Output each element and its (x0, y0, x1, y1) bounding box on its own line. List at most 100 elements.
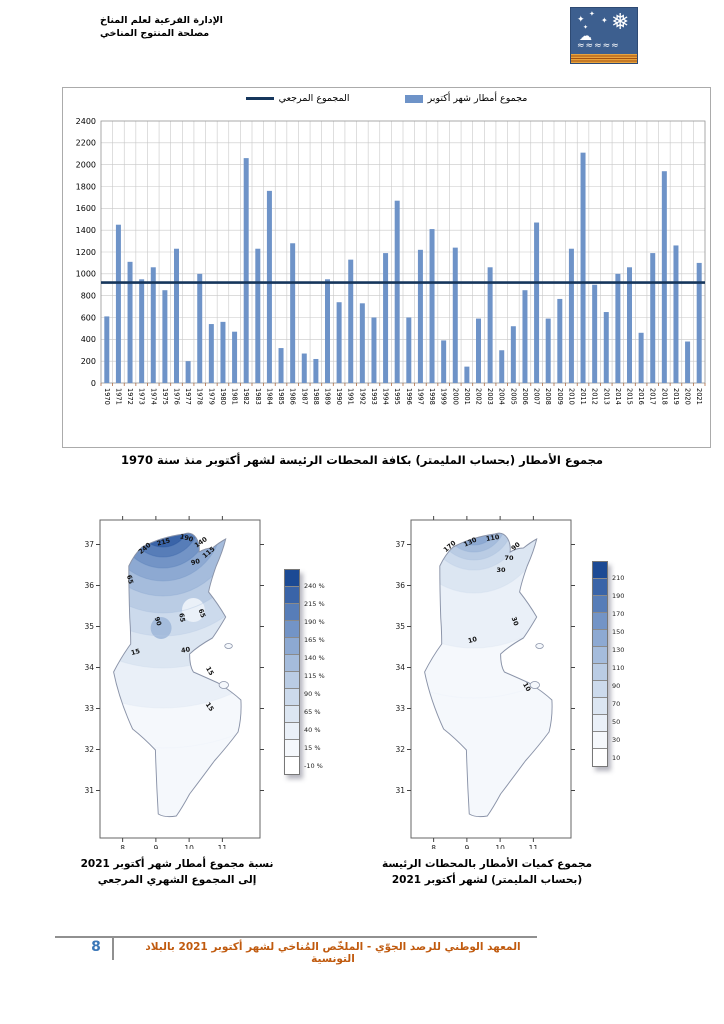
footer-rule (55, 936, 537, 938)
bar-1981 (232, 331, 238, 383)
star-icon: ✦ (583, 24, 589, 31)
colorbar-cell (285, 570, 299, 587)
colorbar-cell (593, 732, 607, 749)
bar-2006 (522, 290, 528, 383)
reference-line-swatch (245, 97, 274, 100)
amount-map-caption-line1: مجموع كميات الأمطار بالمحطات الرئيسة (381, 858, 593, 870)
year-label: 1975 (161, 388, 169, 405)
bars-group (104, 152, 702, 383)
bar-chart-plot: 0 200 400 600 800 1000 1200 1400 1600 1800 2000 220… (65, 107, 710, 449)
bar-1986 (290, 243, 296, 383)
y-tick-label: 2400 (76, 117, 96, 126)
bar-1983 (255, 248, 261, 383)
amount-map-caption: مجموع كميات الأمطار بالمحطات الرئيسة (بح… (372, 856, 602, 888)
contour-label: 40 (181, 645, 192, 655)
bar-2021 (696, 262, 702, 383)
year-label: 2005 (509, 388, 517, 405)
colorbar-cell (593, 579, 607, 596)
bar-1974 (150, 267, 156, 383)
year-label: 2020 (684, 388, 692, 405)
chart-legend: مجموع أمطار شهر أكتوبر المجموع المرجعي (63, 93, 710, 104)
colorbar-cell (285, 587, 299, 604)
contour-label: 110 (485, 533, 500, 543)
bar-2001 (464, 366, 470, 383)
colorbar-cell (285, 723, 299, 740)
bar-1980 (220, 321, 226, 383)
amount-map-caption-line2: (بحساب المليمتر) لشهر أكتوبر 2021 (391, 874, 583, 886)
colorbar-label: 30 (612, 736, 621, 744)
reference-line-label: المجموع المرجعي (278, 93, 350, 104)
colorbar-label: 140 % (304, 654, 325, 662)
colorbar-label: 70 (612, 700, 621, 708)
star-icon: ✦ (601, 16, 608, 25)
x-axis-ticks (100, 383, 706, 386)
y-tick-label: 1400 (76, 226, 96, 235)
lat-tick-label: 35 (84, 622, 94, 631)
bar-1999 (441, 340, 447, 383)
colorbar-label: 90 % (304, 690, 321, 698)
year-label: 2017 (649, 388, 657, 405)
bar-2018 (661, 171, 667, 383)
lat-tick-label: 31 (84, 786, 94, 795)
percent-map-caption: نسبة مجموع أمطار شهر أكتوبر 2021 إلى الم… (62, 856, 292, 888)
y-tick-label: 600 (81, 313, 96, 322)
country-outline (424, 532, 553, 818)
lat-tick-label: 34 (84, 663, 94, 672)
lat-tick-label: 32 (84, 745, 94, 754)
legend-item-bars: مجموع أمطار شهر أكتوبر (404, 93, 527, 104)
grid-lines (100, 120, 706, 384)
year-label: 2006 (521, 388, 529, 405)
snowflake-icon: ❅ (611, 10, 630, 35)
bar-2019 (673, 245, 679, 383)
bar-1995 (394, 200, 400, 383)
colorbar-cells (284, 569, 300, 775)
colorbar-label: 90 (612, 682, 621, 690)
year-label: 1984 (265, 388, 273, 405)
lat-tick-label: 33 (395, 704, 405, 713)
contour-label: 65 (177, 613, 187, 624)
year-label: 2002 (475, 388, 483, 405)
bar-1997 (417, 249, 423, 383)
footer-text: المعهد الوطني للرصد الجوّي - الملخّص الم… (145, 941, 521, 965)
year-label: 1990 (335, 388, 343, 405)
bar-2010 (568, 248, 574, 383)
bar-1978 (197, 273, 203, 383)
contour-label: 65 (125, 574, 135, 585)
lon-tick-label: 11 (218, 844, 228, 849)
bar-1988 (313, 358, 319, 383)
y-tick-label: 0 (91, 379, 96, 388)
amount-map-panel: 37 36 35 34 33 32 31 8 9 10 11 170 130 110 90 70 30 10 30 1… (383, 515, 579, 853)
bar-1994 (383, 253, 389, 383)
year-label: 1996 (405, 388, 413, 405)
year-label: 1980 (219, 388, 227, 405)
bar-2005 (510, 326, 516, 383)
lat-tick-label: 32 (395, 745, 405, 754)
colorbar-cell (285, 757, 299, 774)
y-tick-label: 400 (81, 335, 96, 344)
bar-2007 (534, 222, 540, 383)
bar-1973 (139, 279, 145, 383)
lon-tick-label: 9 (464, 844, 469, 849)
year-label: 1995 (393, 388, 401, 405)
lon-tick-label: 8 (120, 844, 125, 849)
colorbar-label: 215 % (304, 600, 325, 608)
year-label: 1983 (254, 388, 262, 405)
year-label: 1976 (173, 388, 181, 405)
year-label: 2013 (602, 388, 610, 405)
waves-icon: ≈≈≈≈≈ (577, 41, 620, 51)
lat-tick-label: 34 (395, 663, 405, 672)
djerba-island (529, 681, 540, 689)
colorbar-label: 50 (612, 718, 621, 726)
colorbar-label: 210 (612, 574, 625, 582)
contour-label: 70 (504, 554, 514, 562)
lat-tick-label: 35 (395, 622, 405, 631)
djerba-island (218, 681, 229, 689)
bar-1971 (115, 224, 121, 383)
colorbar-cell (593, 681, 607, 698)
bar-1979 (208, 324, 214, 383)
lat-tick-label: 33 (84, 704, 94, 713)
y-tick-label: 2000 (76, 160, 96, 169)
year-label: 1988 (312, 388, 320, 405)
bar-2004 (499, 350, 505, 383)
